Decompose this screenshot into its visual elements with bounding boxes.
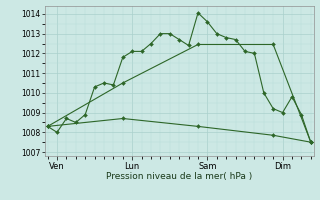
X-axis label: Pression niveau de la mer( hPa ): Pression niveau de la mer( hPa ) (106, 172, 252, 181)
